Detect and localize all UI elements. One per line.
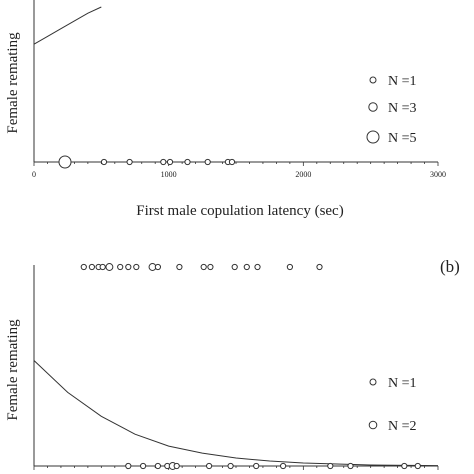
panel-b-data-point — [207, 263, 214, 271]
panel-b-data-point — [133, 263, 140, 271]
panel-b: (b) Female remating N =1 N =2 — [5, 257, 460, 470]
panel-a-points — [58, 155, 236, 169]
panel-a-tick-label: 0 — [32, 170, 36, 179]
legend-a-marker-3 — [368, 102, 378, 112]
panel-b-tag: (b) — [440, 257, 460, 276]
legend-a-marker-5 — [366, 130, 380, 144]
panel-a-data-point — [100, 158, 108, 166]
panel-a-tick-label: 2000 — [295, 170, 311, 179]
panel-b-data-point — [125, 462, 132, 470]
panel-a-legend: N =1 N =3 N =5 — [366, 74, 417, 146]
panel-b-data-point — [254, 263, 261, 271]
panel-a-tick-label: 3000 — [430, 170, 446, 179]
panel-b-data-point — [327, 462, 334, 470]
panel-b-data-point — [286, 263, 293, 271]
panel-b-data-point — [280, 462, 287, 470]
panel-b-data-point — [140, 462, 147, 470]
panel-b-x-ticks — [33, 466, 439, 470]
panel-b-data-point — [200, 263, 207, 271]
panel-a-data-point — [204, 158, 211, 166]
legend-a-label-5: N =5 — [388, 131, 417, 146]
panel-a-data-point — [166, 158, 174, 166]
legend-b-label-1: N =1 — [388, 376, 417, 391]
panel-b-legend: N =1 N =2 — [368, 376, 417, 434]
panel-a-tick-label: 1000 — [161, 170, 177, 179]
panel-b-data-point — [105, 263, 114, 271]
panel-b-data-point — [176, 263, 183, 271]
panel-b-points — [80, 263, 421, 470]
panel-b-data-point — [401, 462, 408, 470]
panel-a: 0 1000 2000 3000 Female remating First male… — [5, 0, 446, 219]
legend-a-label-3: N =3 — [388, 101, 417, 116]
panel-b-data-point — [253, 462, 260, 470]
panel-b-data-point — [227, 462, 234, 470]
panel-a-x-ticks: 0 1000 2000 3000 — [32, 162, 446, 179]
panel-b-data-point — [99, 263, 106, 271]
panel-b-data-point — [173, 462, 180, 470]
legend-b-marker-1 — [369, 378, 377, 386]
panel-b-data-point — [243, 263, 250, 271]
legend-a-marker-1 — [369, 76, 377, 84]
panel-a-y-label: Female remating — [5, 32, 21, 134]
panel-a-fit-curve — [33, 6, 102, 45]
panel-b-data-point — [414, 462, 421, 470]
panel-b-data-point — [80, 263, 87, 271]
panel-b-data-point — [125, 263, 132, 271]
panel-b-data-point — [154, 462, 161, 470]
panel-b-data-point — [154, 263, 161, 271]
panel-a-data-point — [228, 158, 236, 166]
panel-b-y-label: Female remating — [5, 319, 21, 421]
panel-b-data-point — [117, 263, 124, 271]
panel-b-data-point — [316, 263, 323, 271]
panel-a-data-point — [160, 158, 167, 166]
legend-a-label-1: N =1 — [388, 74, 417, 89]
panel-a-data-point — [58, 155, 72, 169]
panel-a-x-label: First male copulation latency (sec) — [136, 203, 343, 219]
panel-b-fit-curve — [33, 360, 439, 467]
panel-b-data-point — [347, 462, 354, 470]
panel-b-data-point — [88, 263, 96, 271]
legend-b-marker-2 — [368, 420, 378, 430]
panel-a-data-point — [184, 158, 191, 166]
panel-a-data-point — [126, 158, 133, 166]
panel-b-data-point — [231, 263, 238, 271]
panel-b-data-point — [206, 462, 213, 470]
legend-b-label-2: N =2 — [388, 419, 417, 434]
